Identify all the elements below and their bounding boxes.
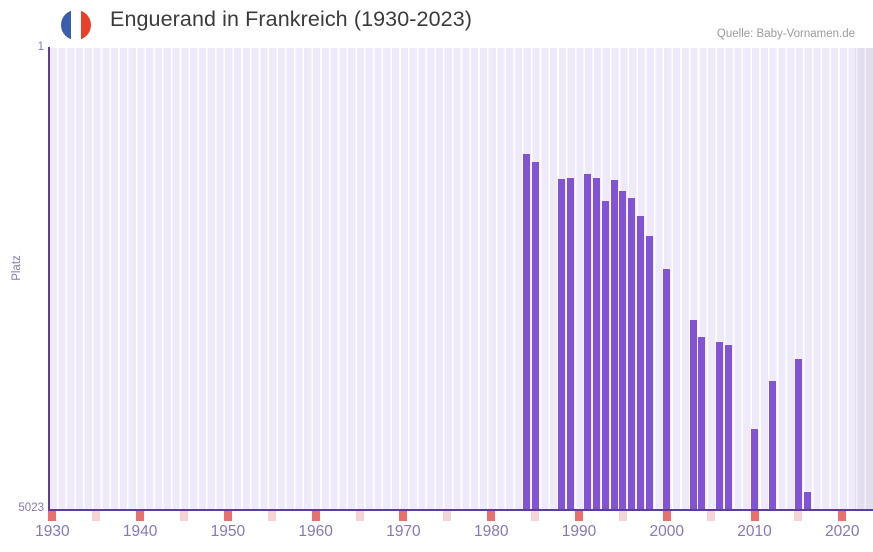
bar-2003[interactable] — [689, 320, 697, 510]
x-axis-label-1960: 1960 — [298, 523, 333, 540]
x-axis-line — [48, 509, 873, 511]
x-tick-1965 — [355, 511, 364, 521]
bar-1985[interactable] — [531, 161, 539, 510]
y-axis-bottom-label: 5023 — [18, 502, 44, 514]
bar-1989[interactable] — [566, 177, 574, 510]
bar-2006[interactable] — [715, 342, 723, 510]
x-axis-label-2010: 2010 — [737, 523, 772, 540]
bar-1984[interactable] — [522, 154, 530, 510]
x-tick-1970 — [399, 511, 408, 521]
bar-2007[interactable] — [724, 345, 732, 510]
x-tick-1930 — [48, 511, 57, 521]
bar-2004[interactable] — [698, 336, 706, 510]
x-tick-1975 — [443, 511, 452, 521]
x-tick-1935 — [92, 511, 101, 521]
x-tick-1960 — [311, 511, 320, 521]
grid — [48, 48, 873, 510]
bar-2016[interactable] — [803, 492, 811, 510]
bar-1998[interactable] — [645, 235, 653, 510]
x-axis-label-1980: 1980 — [473, 523, 509, 540]
chart-header: Enguerand in Frankreich (1930-2023) Quel… — [0, 0, 873, 48]
x-tick-2015 — [794, 511, 803, 521]
x-axis-label-1930: 1930 — [35, 523, 70, 540]
page-title: Enguerand in Frankreich (1930-2023) — [110, 7, 473, 31]
france-flag-icon — [61, 10, 91, 40]
x-tick-1950 — [223, 511, 232, 521]
bar-1993[interactable] — [601, 200, 609, 510]
y-axis-line — [48, 47, 50, 511]
plot-area — [48, 48, 873, 510]
bar-series — [48, 48, 873, 510]
bar-2015[interactable] — [794, 358, 802, 510]
x-axis-label-1970: 1970 — [386, 523, 421, 540]
x-tick-1995 — [618, 511, 627, 521]
x-tick-2010 — [750, 511, 759, 521]
source-attribution: Quelle: Baby-Vornamen.de — [716, 28, 855, 40]
bar-1995[interactable] — [619, 191, 627, 510]
bar-1997[interactable] — [636, 216, 644, 510]
x-tick-1985 — [531, 511, 540, 521]
bar-2000[interactable] — [663, 268, 671, 510]
x-axis-label-2020: 2020 — [825, 523, 860, 540]
bar-1991[interactable] — [584, 173, 592, 510]
x-axis-label-1940: 1940 — [122, 523, 158, 540]
bar-2012[interactable] — [768, 380, 776, 510]
x-tick-2000 — [662, 511, 671, 521]
x-tick-1940 — [136, 511, 145, 521]
y-axis-top-label: 1 — [37, 41, 44, 53]
x-axis-label-1950: 1950 — [210, 523, 246, 540]
bar-1994[interactable] — [610, 180, 618, 510]
x-tick-1945 — [180, 511, 189, 521]
x-tick-1955 — [267, 511, 276, 521]
y-axis-title: Platz — [11, 255, 23, 281]
x-axis-label-2000: 2000 — [649, 523, 684, 540]
x-tick-2005 — [706, 511, 715, 521]
x-axis-label-1990: 1990 — [561, 523, 597, 540]
x-tick-1990 — [574, 511, 583, 521]
x-tick-1980 — [487, 511, 496, 521]
bar-2010[interactable] — [751, 428, 758, 510]
bar-1992[interactable] — [593, 178, 601, 510]
x-tick-2020 — [838, 511, 847, 521]
x-axis-tick-strip — [48, 511, 873, 521]
bar-1996[interactable] — [628, 197, 636, 510]
bar-1988[interactable] — [557, 178, 565, 510]
